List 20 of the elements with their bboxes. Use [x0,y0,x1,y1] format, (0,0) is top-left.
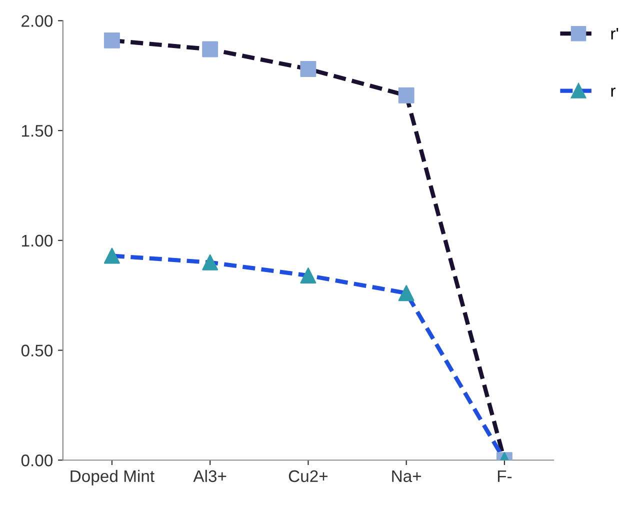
point [300,61,316,77]
y-tick-label: 1.50 [22,124,53,137]
x-tick-label: F- [498,470,512,482]
point [300,268,316,284]
y-tick-label: 0.50 [21,344,53,356]
point [398,285,414,302]
y-tick-label: 2.00 [22,15,53,27]
x-tick-label: Al3+ [193,470,226,482]
y-tick-label: 0.00 [21,454,53,466]
point [202,41,218,58]
legend-label: r [611,88,616,97]
legend-label: r' [611,28,618,40]
point [398,87,414,104]
x-tick-label: Cu2+ [288,470,328,482]
y-tick-label: 1.00 [22,234,53,247]
point [202,254,218,270]
point [104,32,120,48]
x-tick-label: Doped Mint [70,470,154,486]
x-tick-label: Na+ [392,470,422,482]
point [104,248,120,264]
